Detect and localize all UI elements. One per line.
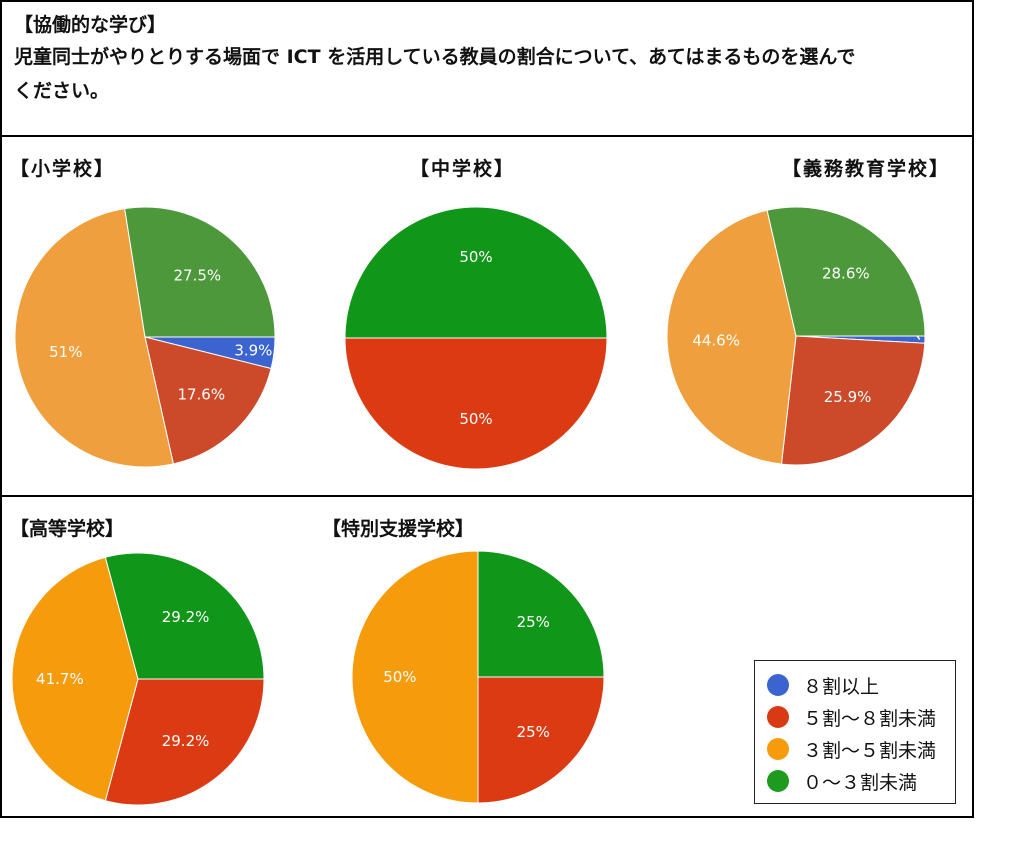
figure-frame: 【協働的な学び】 児童同士がやりとりする場面で ICT を活用している教員の割合… [0, 0, 974, 818]
slice-label: 25.9% [824, 388, 872, 406]
legend-swatch-blue [767, 674, 789, 696]
slice-label: 50% [383, 668, 416, 686]
slice-label: 28.6% [822, 264, 870, 282]
slice-label: 27.5% [174, 267, 222, 285]
pie-chart-compulsory: 0.9%25.9%44.6%28.6% [666, 206, 926, 466]
pie-slice [11, 556, 139, 802]
pie-slice [124, 206, 276, 338]
legend-item: ０～３割未満 [767, 765, 943, 797]
question-line-2: ください。 [14, 80, 110, 102]
slice-label: 51% [49, 343, 82, 361]
section-title: 【協働的な学び】 [14, 14, 167, 36]
question-header: 【協働的な学び】 児童同士がやりとりする場面で ICT を活用している教員の割合… [2, 2, 972, 137]
pie-chart-junior-high: 50% 50% [344, 206, 608, 470]
slice-label: 50% [459, 248, 492, 266]
pie-slice [477, 550, 605, 678]
legend-label: ５割～８割未満 [803, 707, 937, 730]
pie-chart-elementary: 3.9% 17.6% 51% 27.5% [14, 206, 276, 468]
chart-title-elementary: 【小学校】 [10, 158, 116, 180]
legend-swatch-green [767, 770, 789, 792]
legend-swatch-orange [767, 738, 789, 760]
slice-label: 25% [517, 723, 550, 741]
pie-slice [780, 335, 926, 466]
pie-slice [666, 209, 797, 465]
chart-title-special-support: 【特別支援学校】 [322, 518, 475, 540]
legend-item: ８割以上 [767, 669, 943, 701]
legend-label: ３割～５割未満 [803, 739, 937, 762]
slice-label: 25% [517, 613, 550, 631]
question-line-1: 児童同士がやりとりする場面で ICT を活用している教員の割合について、あてはま… [14, 46, 856, 68]
legend-item: ３割～５割未満 [767, 733, 943, 765]
chart-title-junior-high: 【中学校】 [410, 158, 516, 180]
question-text: 児童同士がやりとりする場面で ICT を活用している教員の割合について、あてはま… [14, 40, 960, 108]
slice-label: 44.6% [692, 332, 740, 350]
pie-slice [344, 337, 608, 470]
chart-row-1 [2, 137, 972, 497]
pie-chart-high-school: 29.2% 41.7% 29.2% [11, 552, 265, 806]
pie-slice [351, 550, 479, 804]
slice-label: 29.2% [162, 608, 210, 626]
slice-label: 17.6% [177, 386, 225, 404]
pie-slice [477, 676, 605, 804]
pie-slice [766, 206, 926, 337]
pie-chart-special-support: 25% 50% 25% [351, 550, 605, 804]
chart-title-high-school: 【高等学校】 [10, 518, 125, 540]
slice-label: 29.2% [162, 732, 210, 750]
legend: ８割以上 ５割～８割未満 ３割～５割未満 ０～３割未満 [754, 660, 956, 804]
pie-slice [104, 552, 265, 680]
pie-slice [144, 336, 272, 465]
pie-slice [344, 206, 608, 339]
chart-title-compulsory: 【義務教育学校】 [782, 158, 951, 180]
legend-swatch-red [767, 706, 789, 728]
legend-label: ０～３割未満 [803, 771, 918, 794]
legend-item: ５割～８割未満 [767, 701, 943, 733]
slice-label: 50% [459, 410, 492, 428]
slice-label: 41.7% [36, 670, 84, 688]
pie-slice [104, 678, 265, 806]
slice-label: 3.9% [234, 341, 272, 359]
legend-label: ８割以上 [803, 675, 880, 698]
pie-slice [14, 208, 174, 468]
